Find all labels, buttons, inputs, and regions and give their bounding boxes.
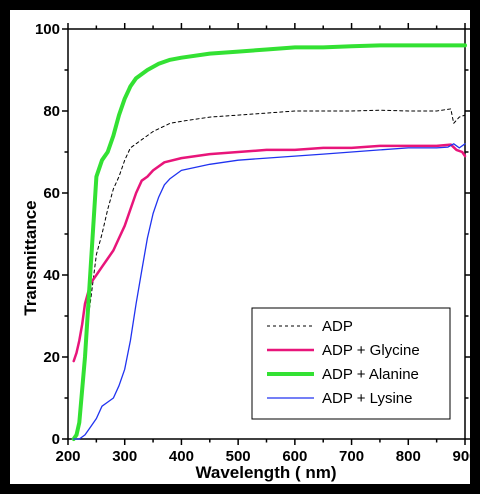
x-tick-label: 600 bbox=[282, 448, 307, 465]
series-lines bbox=[71, 43, 467, 441]
x-tick-label: 300 bbox=[112, 448, 137, 465]
x-axis-title: Wavelength ( nm) bbox=[195, 463, 336, 482]
y-axis-title: Transmittance bbox=[21, 200, 40, 315]
x-tick-label: 900 bbox=[452, 448, 470, 465]
legend: ADP ADP + Glycine ADP + Alanine ADP + Lysin… bbox=[251, 307, 451, 420]
x-tick-label: 500 bbox=[226, 448, 251, 465]
x-tick-label: 200 bbox=[55, 448, 80, 465]
x-tick-label: 700 bbox=[339, 448, 364, 465]
x-tick-label: 800 bbox=[396, 448, 421, 465]
axis-ticks bbox=[62, 23, 470, 445]
y-tick-label: 20 bbox=[43, 349, 60, 366]
y-tick-labels: 0 20 40 60 80 100 bbox=[35, 21, 60, 448]
legend-label-4: ADP + Lysine bbox=[322, 390, 412, 407]
y-tick-label: 0 bbox=[52, 431, 60, 448]
x-tick-labels: 200 300 400 500 600 700 800 900 bbox=[55, 448, 470, 465]
legend-label-2: ADP + Glycine bbox=[322, 342, 420, 359]
legend-label-1: ADP bbox=[322, 318, 353, 335]
legend-label-3: ADP + Alanine bbox=[322, 366, 419, 383]
x-tick-label: 400 bbox=[169, 448, 194, 465]
series-line-4 bbox=[73, 143, 466, 440]
y-tick-label: 100 bbox=[35, 21, 60, 38]
y-tick-label: 60 bbox=[43, 185, 60, 202]
series-line-3 bbox=[71, 43, 467, 441]
transmittance-chart: 0 20 40 60 80 100 200 300 400 500 600 700 800 900 Wa… bbox=[21, 21, 470, 482]
y-tick-label: 40 bbox=[43, 267, 60, 284]
y-tick-label: 80 bbox=[43, 103, 60, 120]
chart-panel: 0 20 40 60 80 100 200 300 400 500 600 700 800 900 Wa… bbox=[10, 10, 470, 484]
